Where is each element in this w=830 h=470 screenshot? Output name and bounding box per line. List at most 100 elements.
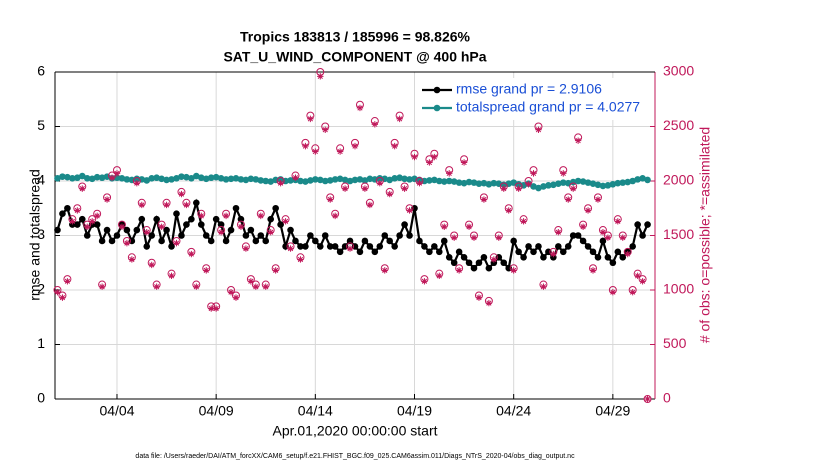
series-marker bbox=[366, 243, 374, 250]
series-marker bbox=[217, 174, 225, 182]
obs-assimilated bbox=[74, 207, 81, 214]
obs-assimilated bbox=[396, 115, 403, 123]
obs-assimilated bbox=[79, 185, 86, 192]
obs-assimilated bbox=[198, 212, 205, 220]
obs-assimilated bbox=[118, 223, 126, 230]
y-tick-label: 4 bbox=[37, 172, 45, 188]
y-tick-label: 3 bbox=[37, 226, 45, 242]
series-marker bbox=[212, 215, 220, 223]
series-marker bbox=[148, 232, 155, 239]
series-marker bbox=[406, 176, 413, 183]
obs-assimilated bbox=[584, 207, 592, 214]
series-marker bbox=[426, 177, 433, 184]
series-marker bbox=[490, 179, 498, 187]
obs-assimilated bbox=[168, 272, 175, 280]
series-marker bbox=[232, 204, 240, 212]
series-marker bbox=[118, 174, 126, 182]
obs-assimilated bbox=[535, 126, 542, 133]
obs-assimilated bbox=[123, 239, 131, 247]
series-marker bbox=[297, 177, 304, 185]
series-marker bbox=[475, 259, 483, 267]
series-marker bbox=[619, 253, 627, 261]
obs-assimilated bbox=[188, 250, 195, 258]
obs-assimilated bbox=[64, 278, 71, 285]
series-marker bbox=[197, 221, 205, 228]
series-marker bbox=[555, 180, 562, 188]
y2-tick-label: 1000 bbox=[663, 281, 694, 297]
series-marker bbox=[485, 264, 493, 272]
x-tick-label: 04/24 bbox=[496, 403, 531, 419]
obs-assimilated bbox=[153, 283, 160, 290]
obs-assimilated bbox=[69, 218, 76, 225]
series-marker bbox=[98, 237, 106, 245]
obs-assimilated bbox=[351, 142, 359, 150]
series-marker bbox=[197, 174, 205, 182]
series-marker bbox=[331, 176, 339, 183]
y2-tick-label: 2000 bbox=[663, 172, 694, 188]
obs-assimilated bbox=[158, 223, 165, 230]
obs-assimilated bbox=[361, 185, 369, 192]
obs-assimilated bbox=[302, 142, 309, 150]
series-marker bbox=[515, 248, 522, 256]
series-marker bbox=[292, 237, 299, 245]
obs-assimilated bbox=[317, 73, 324, 80]
obs-assimilated bbox=[579, 223, 587, 230]
series-marker bbox=[574, 232, 582, 239]
obs-assimilated bbox=[98, 283, 106, 290]
series-marker bbox=[178, 173, 185, 180]
y2-tick-label: 1500 bbox=[663, 226, 694, 242]
y2-tick-label: 3000 bbox=[663, 63, 694, 79]
y2-axis-label: # of obs: o=possible; *=assimilated bbox=[697, 127, 713, 343]
series-marker bbox=[252, 237, 260, 245]
series-marker bbox=[168, 243, 175, 250]
x-tick-label: 04/14 bbox=[298, 403, 333, 419]
series-marker bbox=[550, 181, 557, 189]
series-marker bbox=[74, 174, 81, 182]
series-marker bbox=[163, 176, 170, 184]
obs-assimilated bbox=[525, 181, 532, 188]
series-marker bbox=[222, 176, 230, 183]
obs-assimilated bbox=[108, 174, 116, 181]
series-marker bbox=[361, 177, 369, 184]
series-marker bbox=[500, 259, 508, 267]
series-marker bbox=[559, 179, 567, 186]
series-marker bbox=[421, 243, 428, 250]
series-marker bbox=[336, 175, 344, 183]
obs-assimilated bbox=[272, 267, 279, 274]
obs-assimilated bbox=[237, 223, 245, 230]
series-marker bbox=[515, 180, 522, 188]
obs-assimilated bbox=[203, 267, 210, 274]
series-marker bbox=[629, 243, 636, 250]
obs-assimilated bbox=[381, 267, 388, 274]
y-tick-label: 6 bbox=[37, 63, 45, 79]
series-marker bbox=[54, 226, 61, 234]
obs-assimilated bbox=[88, 218, 96, 225]
series-marker bbox=[168, 176, 175, 183]
series-marker bbox=[356, 248, 364, 256]
series-marker bbox=[584, 243, 592, 250]
series-marker bbox=[247, 226, 255, 234]
obs-assimilated bbox=[411, 153, 418, 161]
series-marker bbox=[540, 253, 547, 261]
series-marker bbox=[262, 237, 270, 245]
obs-assimilated bbox=[391, 142, 398, 150]
obs-assimilated bbox=[386, 190, 393, 198]
obs-assimilated bbox=[490, 256, 498, 263]
obs-assimilated bbox=[257, 212, 264, 220]
obs-assimilated bbox=[589, 267, 597, 274]
series-marker bbox=[381, 232, 389, 239]
x-axis-label: Apr.01,2020 00:00:00 start bbox=[272, 423, 437, 439]
series-marker bbox=[108, 237, 116, 245]
series-marker bbox=[440, 178, 448, 185]
series-marker bbox=[54, 174, 61, 182]
series-marker bbox=[559, 248, 567, 256]
obs-assimilated bbox=[93, 212, 101, 220]
obs-assimilated bbox=[609, 288, 617, 296]
series-marker bbox=[237, 176, 245, 183]
series-marker bbox=[188, 215, 195, 223]
series-marker bbox=[302, 178, 309, 185]
series-marker bbox=[316, 176, 324, 184]
obs-assimilated bbox=[292, 174, 299, 181]
obs-assimilated bbox=[599, 229, 607, 236]
